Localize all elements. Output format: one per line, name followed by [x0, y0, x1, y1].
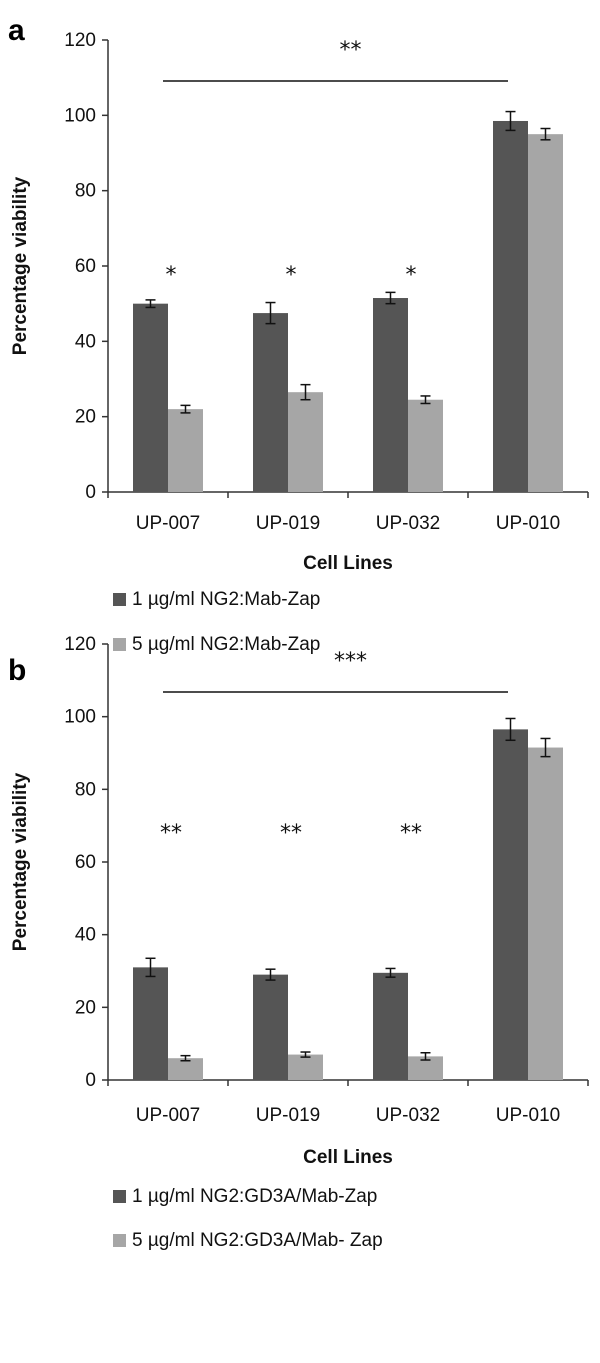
panel-a-y-tick-label: 120 [64, 30, 96, 51]
panel-b-y-tick-label: 20 [75, 997, 96, 1018]
panel-a-x-axis-title: Cell Lines [303, 553, 393, 574]
panel-b-y-tick-label: 0 [85, 1070, 96, 1091]
panel-b-label: b [8, 654, 26, 687]
panel-b-bar-s1-UP-032 [408, 1056, 443, 1080]
panel-a-bar-s1-UP-007 [168, 409, 203, 492]
panel-b-x-tick-label: UP-010 [496, 1105, 560, 1126]
panel-b-significance-bracket-label: *** [334, 649, 367, 674]
panel-a-y-axis-title: Percentage viability [10, 176, 31, 355]
panel-a-label: a [8, 14, 25, 47]
panel-b-significance-star: ** [280, 821, 302, 846]
panel-a-x-tick-label: UP-019 [256, 513, 320, 534]
panel-b-legend-swatch [113, 1234, 126, 1247]
panel-b-legend-swatch [113, 1190, 126, 1203]
panel-b-bar-s1-UP-007 [168, 1058, 203, 1080]
panel-a-legend-label: 1 µg/ml NG2:Mab-Zap [132, 589, 320, 610]
panel-a-bar-s1-UP-010 [528, 134, 563, 492]
panel-a-legend-swatch [113, 593, 126, 606]
panel-a-bar-s1-UP-032 [408, 399, 443, 492]
panel-b-significance-star: ** [160, 821, 182, 846]
panel-a-significance-star: * [286, 263, 297, 288]
panel-a-x-tick-label: UP-010 [496, 513, 560, 534]
panel-a-y-tick-label: 40 [75, 331, 96, 352]
panel-b-y-tick-label: 100 [64, 707, 96, 728]
panel-b-bar-s0-UP-010 [493, 729, 528, 1080]
panel-a-bar-s0-UP-007 [133, 303, 168, 492]
panel-b-x-axis-title: Cell Lines [303, 1147, 393, 1168]
panel-a-x-tick-label: UP-032 [376, 513, 440, 534]
panel-b-x-tick-label: UP-019 [256, 1105, 320, 1126]
panel-a-bar-s0-UP-019 [253, 313, 288, 492]
panel-b-bar-s1-UP-010 [528, 747, 563, 1080]
panel-a-y-tick-label: 80 [75, 181, 96, 202]
panel-b-bar-s1-UP-019 [288, 1054, 323, 1080]
panel-b-legend-label: 5 µg/ml NG2:GD3A/Mab- Zap [132, 1230, 383, 1251]
panel-b-y-axis-title: Percentage viability [10, 772, 31, 951]
panel-b-y-tick-label: 40 [75, 925, 96, 946]
panel-a-significance-bracket-label: ** [340, 38, 362, 63]
panel-a-bar-s0-UP-032 [373, 298, 408, 492]
panel-b-bar-s0-UP-032 [373, 972, 408, 1080]
panel-a-x-tick-label: UP-007 [136, 513, 200, 534]
panel-b-y-tick-label: 80 [75, 779, 96, 800]
panel-b-y-tick-label: 60 [75, 852, 96, 873]
panel-a-y-tick-label: 60 [75, 256, 96, 277]
panel-b-x-tick-label: UP-032 [376, 1105, 440, 1126]
panel-a-legend-label: 5 µg/ml NG2:Mab-Zap [132, 634, 320, 655]
panel-a-y-tick-label: 100 [64, 105, 96, 126]
panel-a-significance-star: * [406, 263, 417, 288]
panel-a-bar-s0-UP-010 [493, 120, 528, 492]
panel-b-legend-label: 1 µg/ml NG2:GD3A/Mab-Zap [132, 1186, 377, 1207]
panel-b-y-tick-label: 120 [64, 634, 96, 655]
panel-b-bar-s0-UP-007 [133, 967, 168, 1080]
panel-a-significance-star: * [166, 263, 177, 288]
panel-a-bar-s1-UP-019 [288, 392, 323, 492]
panel-b-bar-s0-UP-019 [253, 974, 288, 1080]
panel-b-significance-star: ** [400, 821, 422, 846]
panel-a-y-tick-label: 0 [85, 482, 96, 503]
panel-a-legend-swatch [113, 638, 126, 651]
panel-a-y-tick-label: 20 [75, 407, 96, 428]
panel-b-x-tick-label: UP-007 [136, 1105, 200, 1126]
